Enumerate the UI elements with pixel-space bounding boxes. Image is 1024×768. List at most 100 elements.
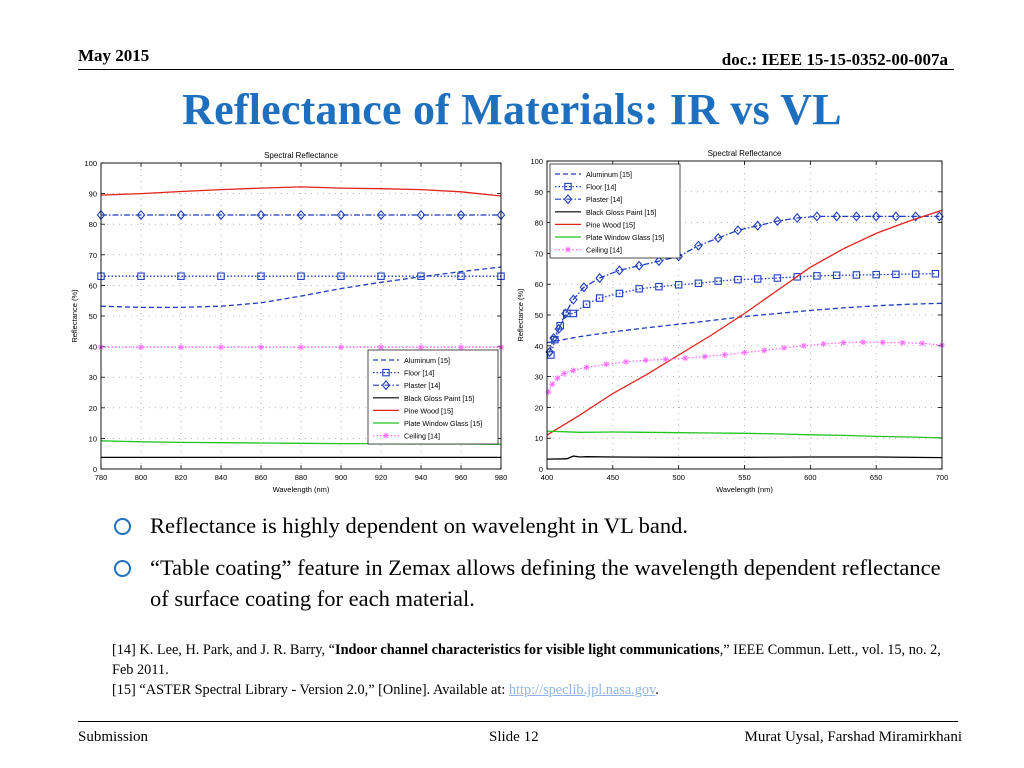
bullet-item: Reflectance is highly dependent on wavel…: [112, 510, 952, 543]
data-point: [298, 344, 304, 351]
data-point: [549, 381, 556, 388]
y-tick-label: 10: [535, 434, 543, 443]
legend-marker: [383, 432, 389, 439]
data-point: [694, 279, 703, 288]
data-point: [579, 282, 589, 293]
data-point: [860, 339, 866, 346]
legend: Aluminum [15] Floor [14] Plaster [14] Black…: [367, 349, 499, 445]
series-5: [546, 430, 943, 439]
legend-marker: [564, 182, 572, 191]
data-point: [911, 211, 920, 222]
data-point: [911, 270, 920, 278]
references: [14] K. Lee, H. Park, and J. R. Barry, “…: [112, 640, 957, 700]
legend-marker: [382, 368, 390, 377]
series-line: [100, 186, 502, 197]
data-point: [654, 256, 664, 267]
data-point: [457, 272, 465, 280]
legend-label-3: Black Gloss Paint [15]: [586, 208, 656, 217]
data-point: [378, 344, 384, 351]
data-point: [554, 323, 564, 334]
x-tick-label: 940: [415, 473, 428, 482]
bullet-text: Reflectance is highly dependent on wavel…: [150, 513, 688, 538]
data-point: [583, 364, 590, 371]
legend-label-2: Plaster [14]: [404, 381, 440, 390]
x-tick-label: 400: [541, 473, 554, 482]
legend-label-4: Pine Wood [15]: [586, 220, 635, 229]
bullet-text: “Table coating” feature in Zemax allows …: [150, 555, 941, 611]
data-point: [547, 351, 555, 359]
data-point: [655, 282, 663, 291]
data-point: [713, 232, 723, 244]
data-point: [545, 389, 552, 395]
data-point: [694, 240, 703, 251]
data-point: [297, 272, 305, 280]
data-point: [892, 270, 900, 279]
data-point: [376, 209, 386, 221]
ref15-suffix: .: [655, 682, 659, 698]
x-tick-label: 550: [738, 473, 751, 482]
data-point: [137, 272, 145, 280]
series-line: [547, 341, 943, 393]
data-point: [642, 357, 649, 364]
data-point: [702, 353, 708, 360]
x-tick-label: 980: [495, 473, 508, 482]
data-point: [919, 340, 926, 347]
y-tick-label: 20: [89, 404, 97, 413]
series-0: [546, 302, 943, 344]
data-point: [872, 270, 880, 279]
speclib-link[interactable]: http://speclib.jpl.nasa.gov: [508, 682, 656, 698]
data-point: [662, 356, 669, 363]
y-tick-label: 10: [89, 434, 97, 443]
data-point: [138, 344, 144, 351]
data-point: [176, 209, 186, 221]
data-point: [582, 300, 591, 308]
y-tick-label: 60: [535, 280, 543, 289]
y-axis-label: Reflectance (%): [516, 288, 525, 342]
data-point: [635, 285, 643, 293]
x-tick-label: 860: [255, 473, 268, 482]
y-tick-label: 30: [89, 373, 97, 382]
legend-marker: [381, 380, 391, 391]
series-line: [546, 302, 943, 344]
data-point: [549, 333, 558, 344]
data-point: [852, 271, 861, 279]
circle-bullet-icon: [112, 552, 150, 614]
data-point: [761, 347, 768, 354]
legend-label-4: Pine Wood [15]: [404, 406, 453, 415]
x-tick-label: 650: [870, 473, 883, 482]
y-tick-label: 70: [535, 249, 543, 258]
slide-title: Reflectance of Materials: IR vs VL: [182, 85, 842, 134]
y-tick-label: 100: [84, 159, 97, 168]
legend-label-1: Floor [14]: [404, 369, 434, 378]
data-point: [773, 274, 782, 282]
x-tick-label: 960: [455, 473, 468, 482]
legend-label-6: Ceiling [14]: [586, 246, 622, 255]
x-tick-label: 700: [936, 473, 949, 482]
series-line: [546, 455, 943, 460]
y-tick-label: 0: [539, 465, 543, 474]
y-tick-label: 30: [535, 373, 543, 382]
series-2: [545, 211, 944, 358]
x-axis-label: Wavelength (nm): [273, 485, 330, 494]
data-point: [377, 272, 385, 280]
data-point: [258, 344, 264, 351]
y-tick-label: 70: [89, 251, 97, 260]
data-point: [218, 344, 224, 351]
x-tick-label: 820: [175, 473, 188, 482]
legend-marker: [565, 246, 571, 253]
data-point: [714, 277, 722, 285]
legend-label-6: Ceiling [14]: [404, 432, 440, 441]
footer-slide-number: Slide 12: [489, 729, 539, 745]
x-tick-label: 920: [375, 473, 388, 482]
reference-14: [14] K. Lee, H. Park, and J. R. Barry, “…: [112, 640, 957, 680]
bullet-list: Reflectance is highly dependent on wavel…: [112, 510, 952, 623]
y-tick-label: 80: [535, 219, 543, 228]
series-line: [100, 266, 502, 309]
series-6: [545, 339, 945, 395]
legend: Aluminum [15] Floor [14] Plaster [14] Black…: [549, 163, 681, 259]
x-tick-label: 900: [335, 473, 348, 482]
x-tick-label: 840: [215, 473, 228, 482]
data-point: [840, 339, 847, 346]
data-point: [561, 370, 568, 377]
